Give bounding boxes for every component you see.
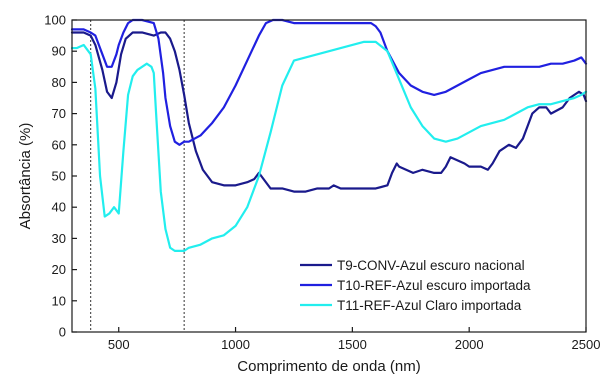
y-tick-label: 0: [59, 325, 66, 340]
reference-lines: [90, 20, 185, 332]
legend-label-2: T10-REF-Azul escuro importada: [337, 278, 531, 293]
y-tick-label: 20: [52, 262, 66, 277]
x-tick-label: 1500: [338, 337, 367, 352]
y-tick-label: 30: [52, 231, 66, 246]
y-tick-label: 100: [44, 13, 66, 28]
y-tick-label: 80: [52, 75, 66, 90]
x-tick-label: 500: [108, 337, 130, 352]
y-tick-label: 40: [52, 200, 66, 215]
y-tick-label: 90: [52, 44, 66, 59]
y-axis-title: Absortância (%): [17, 123, 34, 230]
x-tick-label: 2000: [455, 337, 484, 352]
y-tick-label: 10: [52, 293, 66, 308]
y-tick-label: 50: [52, 169, 66, 184]
x-axis-title: Comprimento de onda (nm): [237, 358, 420, 375]
y-tick-label: 60: [52, 137, 66, 152]
legend-label-1: T9-CONV-Azul escuro nacional: [337, 258, 525, 273]
series-line-3: [70, 40, 588, 252]
series-line-1: [70, 31, 588, 193]
legend: T9-CONV-Azul escuro nacional T10-REF-Azul…: [300, 258, 531, 313]
y-tick-label: 70: [52, 106, 66, 121]
legend-label-3: T11-REF-Azul Claro importada: [337, 298, 522, 313]
x-tick-label: 1000: [221, 337, 250, 352]
x-tick-label: 2500: [572, 337, 601, 352]
axis-ticks: 500 1000 1500 2000 2500 0 10 20 30 40 50 60 70 80 90 10…: [44, 13, 600, 353]
